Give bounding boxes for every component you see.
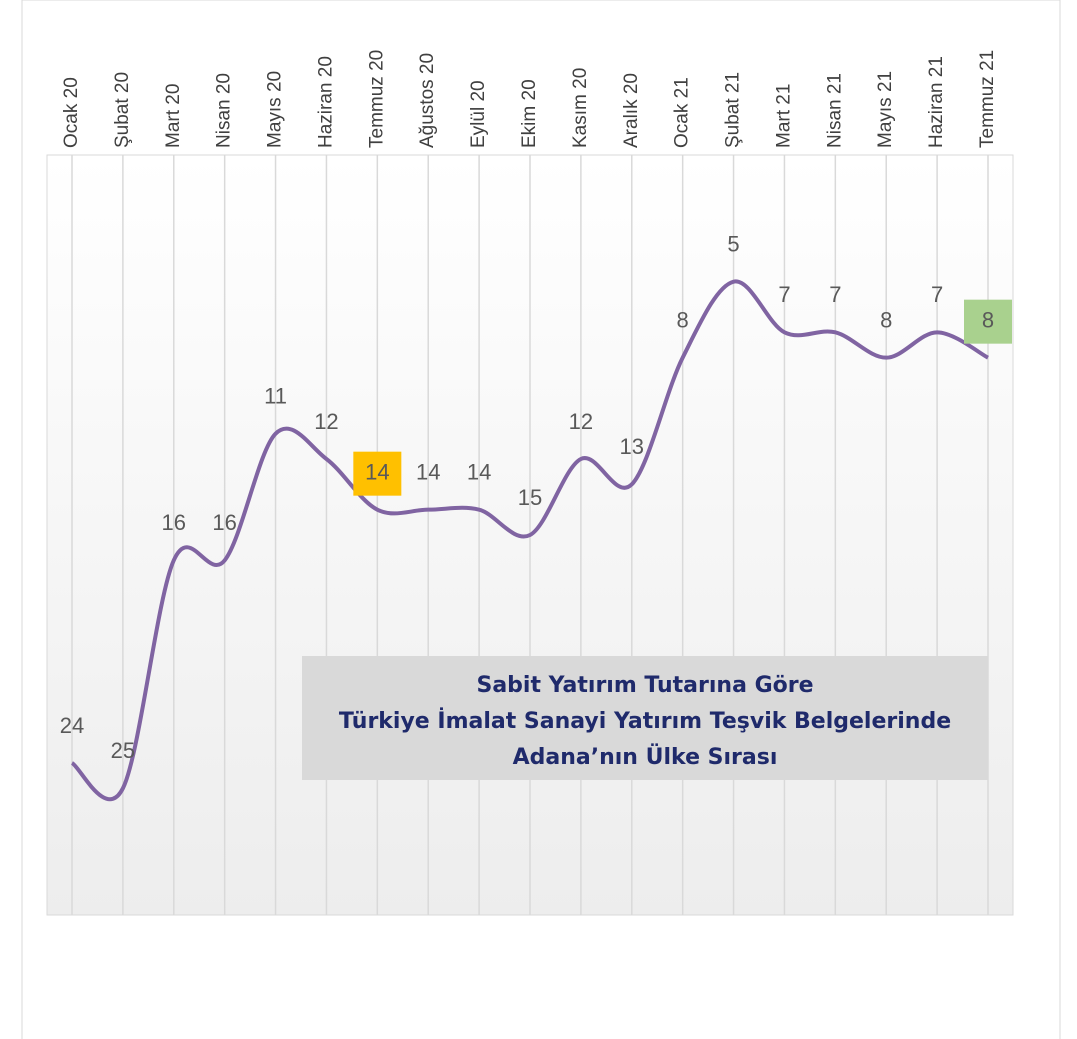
- data-label: 8: [982, 307, 994, 332]
- x-tick-label: Aralık 20: [621, 73, 642, 148]
- data-label: 12: [569, 409, 593, 434]
- data-label: 8: [677, 307, 689, 332]
- x-tick-label: Ekim 20: [519, 79, 540, 148]
- data-label: 16: [162, 510, 186, 535]
- x-tick-label: Eylül 20: [468, 80, 489, 148]
- data-label: 11: [264, 383, 287, 408]
- x-tick-label: Kasım 20: [570, 68, 591, 148]
- data-label: 8: [880, 307, 892, 332]
- x-tick-label: Ocak 20: [61, 77, 82, 148]
- x-tick-label: Ağustos 20: [417, 53, 438, 148]
- data-label: 7: [829, 282, 841, 307]
- data-label: 13: [620, 434, 644, 459]
- chart-title: Türkiye İmalat Sanayi Yatırım Teşvik Bel…: [339, 708, 951, 734]
- x-tick-label: Şubat 21: [723, 72, 744, 148]
- x-tick-label: Mart 20: [163, 84, 184, 148]
- data-label: 12: [314, 409, 338, 434]
- title-box: [302, 656, 988, 780]
- data-label: 14: [416, 459, 440, 484]
- data-label: 14: [467, 459, 491, 484]
- data-label: 7: [931, 282, 943, 307]
- x-tick-label: Nisan 20: [214, 73, 235, 148]
- x-tick-label: Şubat 20: [112, 72, 133, 148]
- x-tick-label: Mayıs 20: [265, 71, 286, 148]
- chart-title: Adana’nın Ülke Sırası: [513, 744, 778, 770]
- x-tick-label: Haziran 21: [926, 56, 947, 148]
- x-tick-label: Temmuz 21: [977, 50, 998, 148]
- label-highlight: [964, 299, 1012, 344]
- x-tick-label: Ocak 21: [672, 77, 693, 148]
- chart-title: Sabit Yatırım Tutarına Göre: [476, 673, 813, 698]
- data-label: 25: [111, 738, 135, 763]
- data-label: 15: [518, 485, 542, 510]
- data-label: 14: [365, 459, 389, 484]
- data-label: 7: [778, 282, 790, 307]
- data-label: 5: [727, 231, 739, 256]
- data-label: 16: [212, 510, 236, 535]
- x-tick-label: Temmuz 20: [366, 50, 387, 148]
- label-highlight: [353, 451, 402, 496]
- x-tick-label: Mayıs 21: [875, 71, 896, 148]
- x-tick-label: Haziran 20: [315, 56, 336, 148]
- line: [70, 279, 989, 802]
- data-label: 24: [60, 713, 84, 738]
- x-tick-label: Nisan 21: [824, 73, 845, 148]
- x-tick-label: Mart 21: [773, 84, 794, 148]
